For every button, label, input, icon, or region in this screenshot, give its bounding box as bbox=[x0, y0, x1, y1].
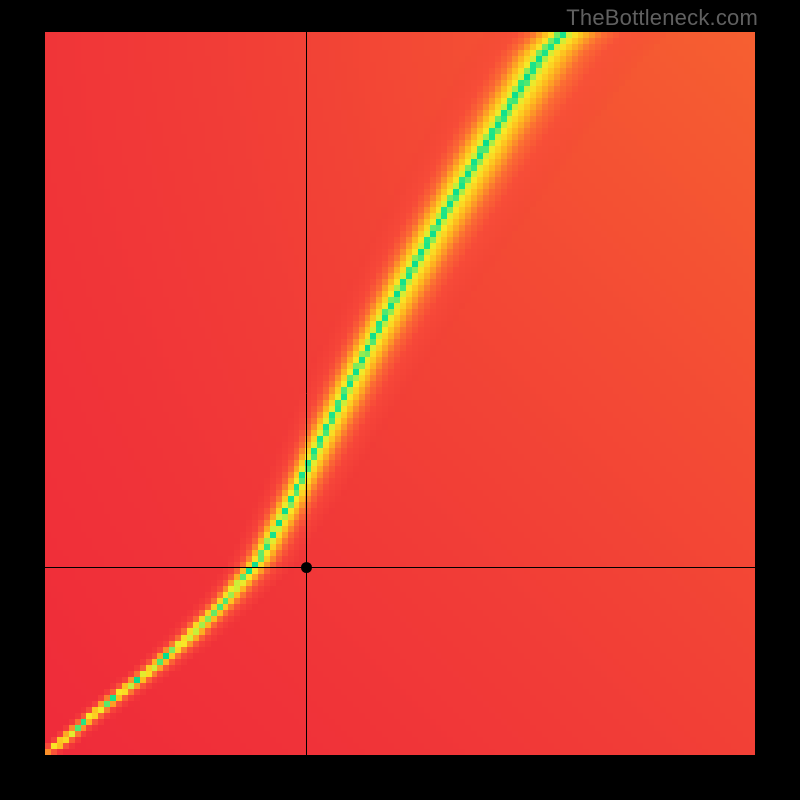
chart-container: TheBottleneck.com bbox=[0, 0, 800, 800]
watermark-text: TheBottleneck.com bbox=[566, 5, 758, 31]
bottleneck-heatmap bbox=[45, 32, 755, 755]
